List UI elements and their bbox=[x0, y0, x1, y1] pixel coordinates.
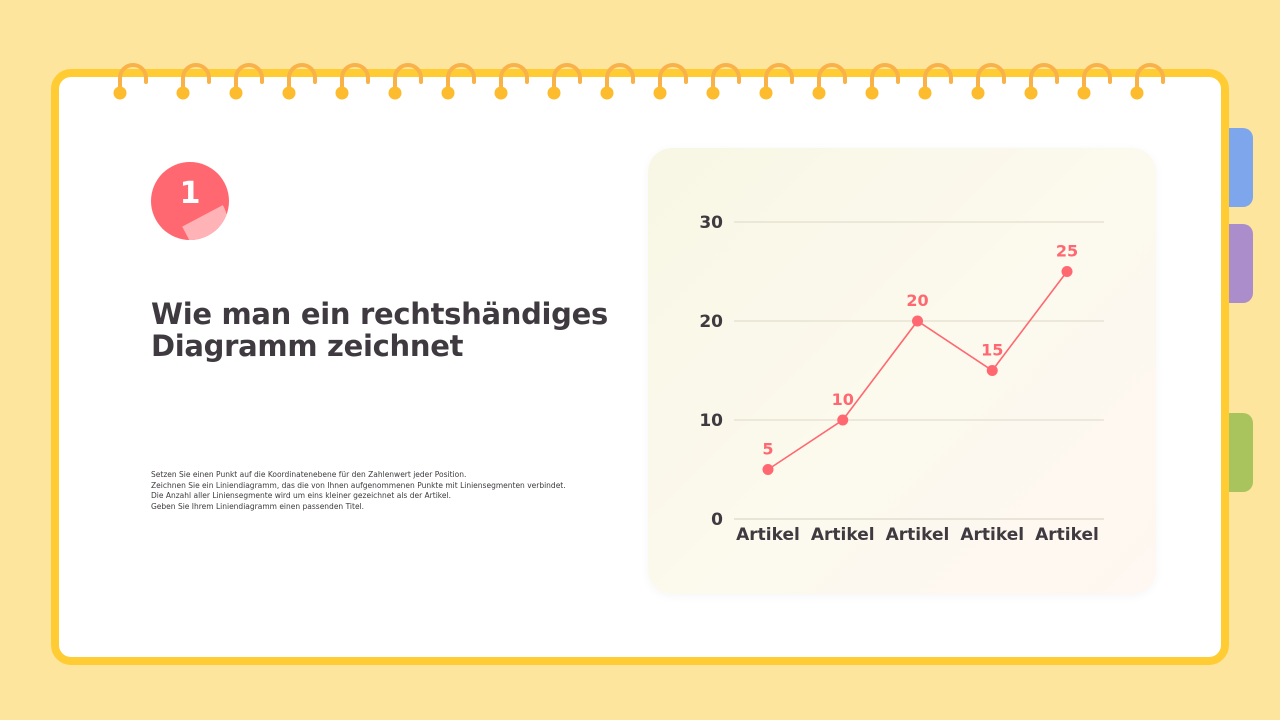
step-number: 1 bbox=[179, 176, 201, 211]
instruction-item: Setzen Sie einen Punkt auf die Koordinat… bbox=[151, 470, 467, 479]
chart-panel: 0 10 20 30 Artikel Artikel Artikel Artikel Artik… bbox=[648, 148, 1156, 594]
y-tick-label: 0 bbox=[711, 510, 723, 530]
instructions-list: Setzen Sie einen Punkt auf die Koordinat… bbox=[151, 470, 631, 512]
data-point bbox=[1061, 266, 1073, 277]
y-tick-label: 20 bbox=[699, 312, 723, 332]
instruction-item: Zeichnen Sie ein Liniendiagramm, das die… bbox=[151, 480, 566, 490]
instruction-item: Geben Sie Ihrem Liniendiagramm einen pas… bbox=[151, 501, 365, 511]
instruction-item: Die Anzahl aller Liniensegmente wird um … bbox=[151, 491, 451, 500]
data-label: 10 bbox=[832, 390, 854, 409]
page-title: Wie man ein rechtshändiges Diagramm zeic… bbox=[151, 297, 608, 363]
y-tick-label: 10 bbox=[699, 411, 723, 431]
data-point bbox=[986, 365, 998, 376]
x-tick-label: Artikel bbox=[1035, 525, 1099, 545]
data-label: 5 bbox=[762, 440, 773, 459]
data-label: 25 bbox=[1056, 242, 1078, 261]
data-point bbox=[762, 464, 774, 475]
data-point bbox=[912, 315, 923, 327]
line-chart: 0 10 20 30 Artikel Artikel Artikel Artikel Artik… bbox=[699, 213, 1104, 545]
x-tick-label: Artikel bbox=[736, 525, 800, 545]
x-tick-label: Artikel bbox=[960, 525, 1024, 545]
step-number-badge: 1 bbox=[151, 162, 229, 240]
x-tick-label: Artikel bbox=[811, 525, 875, 545]
data-label: 15 bbox=[981, 341, 1003, 360]
data-point bbox=[837, 414, 849, 426]
y-tick-label: 30 bbox=[699, 213, 723, 233]
x-tick-label: Artikel bbox=[886, 525, 950, 545]
data-label: 20 bbox=[906, 291, 928, 310]
